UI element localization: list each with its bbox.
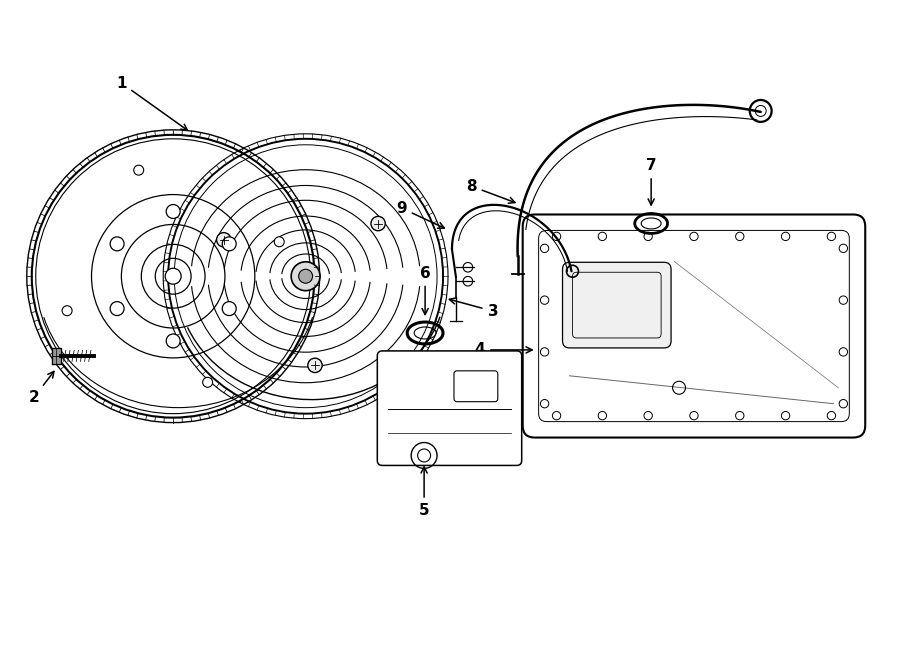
FancyBboxPatch shape (562, 262, 671, 348)
Text: 5: 5 (418, 467, 429, 518)
Text: 4: 4 (474, 342, 532, 358)
Text: 1: 1 (116, 75, 187, 130)
Circle shape (110, 237, 124, 251)
Circle shape (222, 301, 236, 315)
Circle shape (299, 269, 312, 283)
Circle shape (134, 165, 144, 175)
Text: 3: 3 (449, 298, 498, 319)
Text: 7: 7 (646, 158, 656, 205)
FancyBboxPatch shape (523, 214, 865, 438)
Circle shape (166, 268, 181, 284)
Text: 8: 8 (466, 178, 515, 203)
FancyBboxPatch shape (454, 371, 498, 402)
Circle shape (308, 358, 322, 373)
Text: 9: 9 (396, 200, 445, 228)
Text: 6: 6 (419, 266, 430, 315)
Circle shape (274, 237, 284, 247)
Circle shape (371, 216, 385, 231)
Circle shape (166, 334, 180, 348)
Circle shape (162, 133, 449, 420)
Circle shape (26, 129, 320, 424)
Circle shape (202, 377, 212, 387)
Circle shape (110, 301, 124, 315)
Circle shape (166, 204, 180, 219)
FancyBboxPatch shape (377, 351, 522, 465)
Circle shape (62, 306, 72, 316)
Polygon shape (51, 348, 60, 364)
Circle shape (222, 237, 236, 251)
Text: 2: 2 (29, 371, 54, 405)
Circle shape (217, 233, 231, 247)
Circle shape (292, 262, 320, 291)
